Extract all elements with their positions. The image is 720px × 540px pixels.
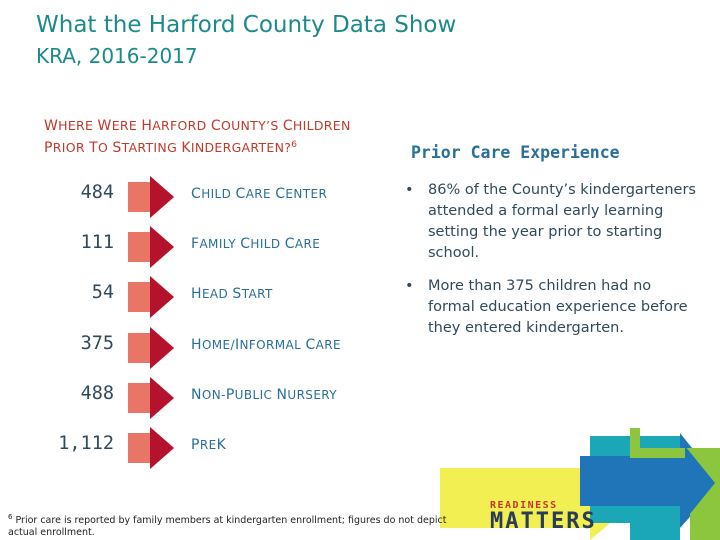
prior-care-heading: Prior Care Experience — [411, 143, 620, 162]
care-row: 1,112 PREK — [0, 427, 400, 469]
bullet-item-1: • 86% of the County’s kindergarteners at… — [405, 180, 700, 264]
care-count: 1,112 — [58, 433, 114, 454]
care-count: 54 — [91, 282, 114, 303]
care-count: 484 — [80, 182, 114, 203]
footnote-marker: 6 — [8, 513, 13, 521]
logo-bottom-text: MATTERS — [490, 509, 597, 534]
row-arrow-icon — [128, 327, 174, 369]
row-arrow-icon — [128, 176, 174, 218]
row-arrow-icon — [128, 226, 174, 268]
care-label: PREK — [191, 437, 227, 453]
bullet-item-2: • More than 375 children had no formal e… — [405, 276, 700, 339]
decorative-arrows-graphic — [440, 428, 720, 540]
bullet-dot-icon: • — [405, 278, 414, 294]
care-count: 111 — [80, 232, 114, 253]
care-label: HOME/INFORMAL CARE — [191, 337, 341, 353]
row-arrow-icon — [128, 427, 174, 469]
question-line-1: WHERE WERE HARFORD COUNTY’S CHILDREN — [44, 118, 351, 134]
care-label: CHILD CARE CENTER — [191, 186, 328, 202]
care-count: 375 — [80, 333, 114, 354]
care-count: 488 — [80, 383, 114, 404]
care-row: 375 HOME/INFORMAL CARE — [0, 327, 400, 369]
care-row: 488 NON-PUBLIC NURSERY — [0, 377, 400, 419]
bullet-text-1: 86% of the County’s kindergarteners atte… — [428, 182, 696, 261]
logo-top-text: READINESS — [490, 500, 558, 511]
question-footnote-ref: 6 — [291, 140, 298, 150]
bullet-dot-icon: • — [405, 182, 414, 198]
green-shape — [630, 428, 720, 540]
care-row: 484 CHILD CARE CENTER — [0, 176, 400, 218]
care-label: FAMILY CHILD CARE — [191, 236, 321, 252]
question-heading: WHERE WERE HARFORD COUNTY’S CHILDREN PRI… — [44, 116, 384, 158]
care-label: NON-PUBLIC NURSERY — [191, 387, 338, 403]
readiness-matters-logo: READINESS MATTERS — [490, 500, 597, 533]
bullet-text-2: More than 375 children had no formal edu… — [428, 278, 688, 336]
page-title: What the Harford County Data Show — [36, 12, 457, 38]
footnote-text: Prior care is reported by family members… — [8, 515, 447, 539]
prior-care-bullets: • 86% of the County’s kindergarteners at… — [405, 180, 700, 351]
question-line-2: PRIOR TO STARTING KINDERGARTEN?6 — [44, 140, 298, 157]
footnote: 6 Prior care is reported by family membe… — [8, 511, 458, 539]
care-row: 111 FAMILY CHILD CARE — [0, 226, 400, 268]
care-label: HEAD START — [191, 286, 273, 302]
blue-arrow-front — [590, 446, 715, 520]
row-arrow-icon — [128, 377, 174, 419]
row-arrow-icon — [128, 276, 174, 318]
page-subtitle: KRA, 2016-2017 — [36, 44, 198, 68]
care-row: 54 HEAD START — [0, 276, 400, 318]
